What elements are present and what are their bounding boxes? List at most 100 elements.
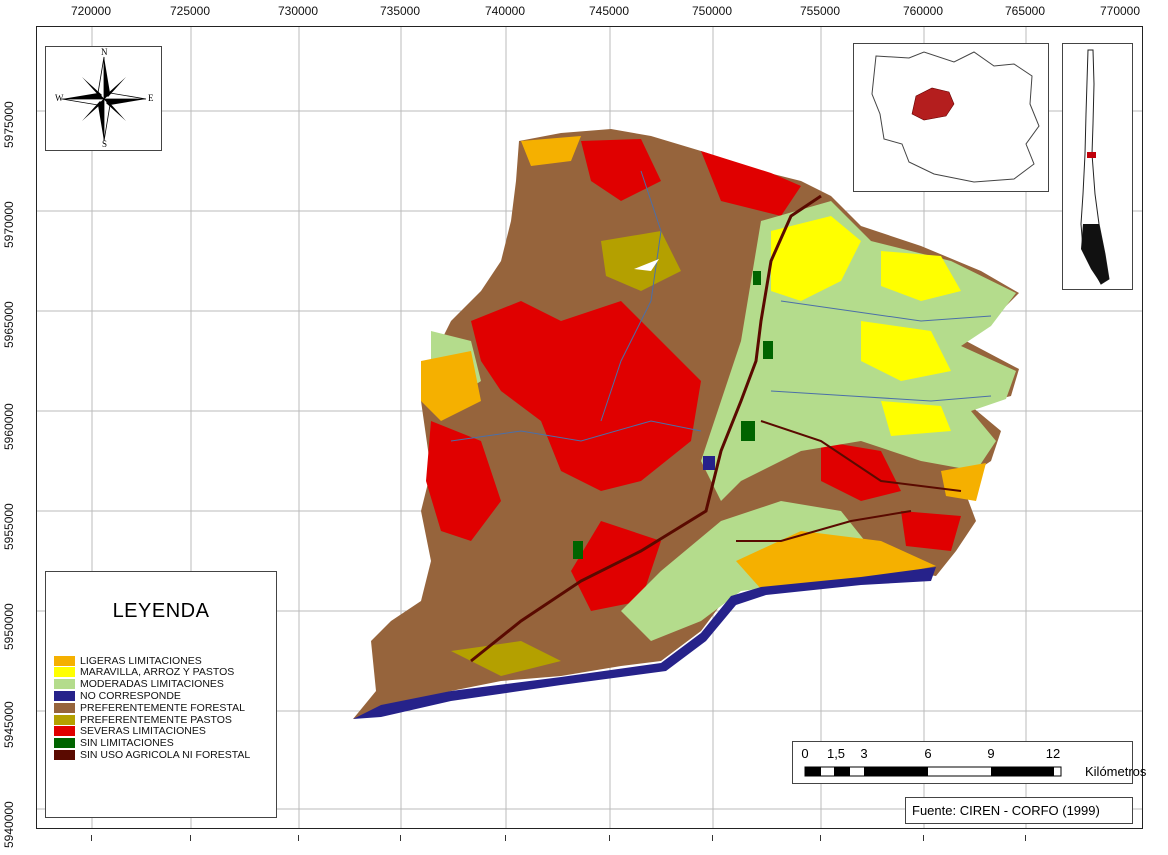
north-label: N xyxy=(101,47,108,57)
river xyxy=(736,510,912,542)
legend-item: MARAVILLA, ARROZ Y PASTOS xyxy=(54,666,235,679)
legend-swatch xyxy=(54,749,75,760)
severas-zone xyxy=(901,511,961,551)
map-canvas xyxy=(37,27,1142,828)
sin-limitaciones-zone xyxy=(753,271,761,285)
sin-limitaciones-zone xyxy=(763,341,773,359)
ligeras-zone xyxy=(941,463,986,501)
legend-swatch xyxy=(54,667,75,678)
west-label: W xyxy=(55,93,64,103)
compass-rose-icon xyxy=(61,56,147,142)
stream xyxy=(600,170,662,422)
x-tick: 735000 xyxy=(379,4,421,18)
pastos-zone xyxy=(601,231,681,291)
region-locator-map xyxy=(871,51,1040,183)
severas-zone xyxy=(581,139,661,201)
stream xyxy=(450,420,702,442)
tick-mark xyxy=(609,835,610,841)
no-corresponde-zone xyxy=(353,567,936,719)
north-arrow-panel: N S E W xyxy=(45,46,162,151)
legend-label: PREFERENTEMENTE PASTOS xyxy=(80,713,232,726)
ligeras-zone xyxy=(421,351,481,421)
legend-item: PREFERENTEMENTE PASTOS xyxy=(54,713,232,726)
tick-mark xyxy=(400,835,401,841)
tick-mark xyxy=(298,835,299,841)
y-tick: 5965000 xyxy=(2,301,16,348)
legend-item: SEVERAS LIMITACIONES xyxy=(54,725,206,738)
white-gap xyxy=(634,259,659,271)
legend-label: MARAVILLA, ARROZ Y PASTOS xyxy=(80,666,235,679)
south-label: S xyxy=(102,139,108,149)
x-tick: 725000 xyxy=(169,4,211,18)
legend-item: PREFERENTEMENTE FORESTAL xyxy=(54,701,245,714)
region-outline xyxy=(871,51,1040,183)
legend-item: LIGERAS LIMITACIONES xyxy=(54,654,202,667)
tick-mark xyxy=(1025,835,1026,841)
legend-item: NO CORRESPONDE xyxy=(54,689,181,702)
tick-mark xyxy=(91,835,92,841)
scale-tick-label: 0 xyxy=(801,746,809,761)
maravilla-zone xyxy=(881,401,951,436)
maravilla-zone xyxy=(861,321,951,381)
legend-label: SIN USO AGRICOLA NI FORESTAL xyxy=(80,748,251,761)
legend-swatch xyxy=(54,679,75,690)
legend-label: NO CORRESPONDE xyxy=(80,689,181,702)
scale-tick-label: 12 xyxy=(1045,746,1061,761)
legend-label: SIN LIMITACIONES xyxy=(80,737,174,750)
river xyxy=(470,194,822,663)
legend-swatch xyxy=(54,655,75,666)
legend-item: MODERADAS LIMITACIONES xyxy=(54,678,224,691)
x-tick: 745000 xyxy=(588,4,630,18)
legend-swatch xyxy=(54,690,75,701)
severas-zone xyxy=(701,151,801,216)
tick-mark xyxy=(820,835,821,841)
legend-item: SIN USO AGRICOLA NI FORESTAL xyxy=(54,748,251,761)
legend-label: MODERADAS LIMITACIONES xyxy=(80,678,224,691)
country-locator-map xyxy=(1080,49,1110,285)
ligeras-zone xyxy=(521,136,581,166)
scale-bar-graphic xyxy=(804,766,1062,777)
source-credit: Fuente: CIREN - CORFO (1999) xyxy=(912,803,1100,818)
scale-tick-label: 3 xyxy=(860,746,868,761)
stream xyxy=(780,300,992,322)
legend-swatch xyxy=(54,726,75,737)
x-tick: 720000 xyxy=(70,4,112,18)
x-tick: 740000 xyxy=(484,4,526,18)
legend-label: PREFERENTEMENTE FORESTAL xyxy=(80,701,245,714)
severas-zone xyxy=(571,521,661,611)
legend-label: SEVERAS LIMITACIONES xyxy=(80,725,206,738)
legend-swatch xyxy=(54,714,75,725)
legend-title: LEYENDA xyxy=(112,600,210,622)
maravilla-zone xyxy=(881,251,961,301)
scale-bar-panel: 0 1,5 3 6 9 12 Kilómetros xyxy=(792,741,1146,784)
country-locator-inset xyxy=(1062,43,1133,290)
severas-zone xyxy=(821,441,901,501)
y-tick: 5940000 xyxy=(2,801,16,848)
legend-swatch xyxy=(54,738,75,749)
legend-panel: LEYENDA LIGERAS LIMITACIONES MARAVILLA, A… xyxy=(45,571,277,818)
no-corresponde-zone xyxy=(703,456,715,470)
y-tick: 5970000 xyxy=(2,201,16,248)
legend-item: SIN LIMITACIONES xyxy=(54,737,174,750)
scale-unit-label: Kilómetros xyxy=(1085,764,1147,779)
east-label: E xyxy=(148,93,154,103)
region-locator-inset xyxy=(853,43,1049,192)
x-tick: 730000 xyxy=(277,4,319,18)
y-tick: 5950000 xyxy=(2,603,16,650)
south-archipelago xyxy=(1081,224,1109,284)
x-tick: 755000 xyxy=(799,4,841,18)
study-area-marker xyxy=(1087,152,1096,158)
legend-swatch xyxy=(54,702,75,713)
x-tick: 750000 xyxy=(691,4,733,18)
legend-label: LIGERAS LIMITACIONES xyxy=(80,654,202,667)
scale-tick-label: 1,5 xyxy=(826,746,846,761)
tick-mark xyxy=(712,835,713,841)
x-tick: 765000 xyxy=(1004,4,1046,18)
pastos-zone xyxy=(451,641,561,676)
scale-tick-label: 6 xyxy=(924,746,932,761)
scale-tick-label: 9 xyxy=(987,746,995,761)
river xyxy=(760,420,962,492)
source-panel: Fuente: CIREN - CORFO (1999) xyxy=(905,797,1133,824)
study-area-highlight xyxy=(911,87,955,121)
sin-limitaciones-zone xyxy=(573,541,583,559)
